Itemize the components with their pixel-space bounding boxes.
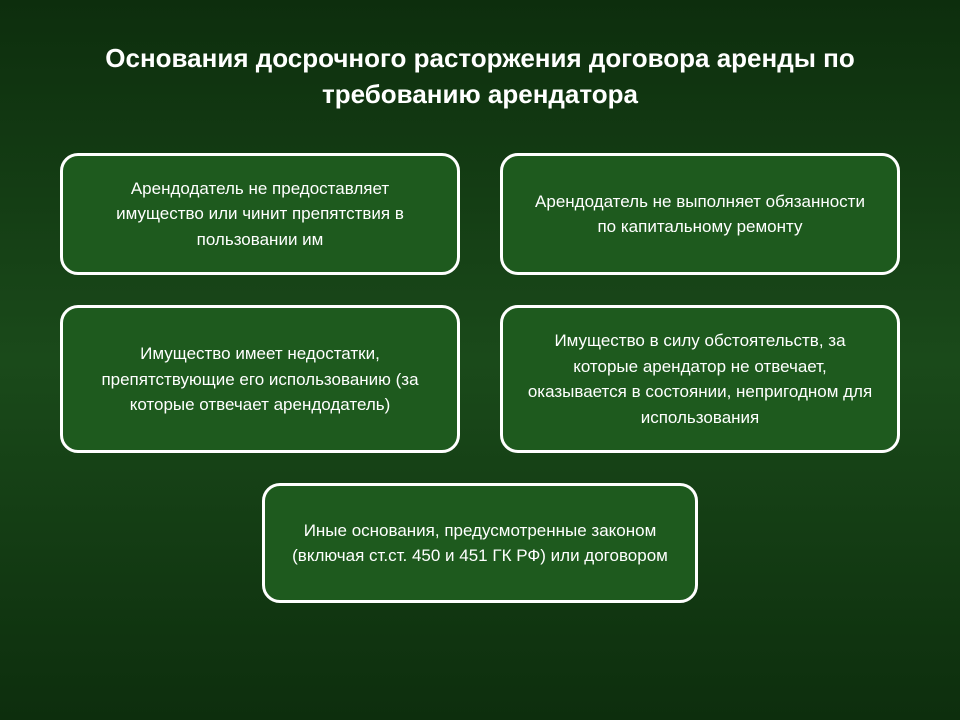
- box-text: Имущество имеет недостатки, препятствующ…: [87, 341, 433, 418]
- slide-container: Основания досрочного расторжения договор…: [0, 0, 960, 720]
- boxes-grid: Арендодатель не предоставляет имущество …: [60, 153, 900, 454]
- box-text: Иные основания, предусмотренные законом …: [289, 518, 672, 569]
- box-mid-left: Имущество имеет недостатки, препятствующ…: [60, 305, 460, 453]
- slide-title: Основания досрочного расторжения договор…: [60, 40, 900, 113]
- box-bottom: Иные основания, предусмотренные законом …: [262, 483, 699, 603]
- bottom-row: Иные основания, предусмотренные законом …: [60, 483, 900, 603]
- box-text: Арендодатель не выполняет обязанности по…: [527, 189, 873, 240]
- box-text: Имущество в силу обстоятельств, за котор…: [527, 328, 873, 430]
- box-top-left: Арендодатель не предоставляет имущество …: [60, 153, 460, 276]
- box-top-right: Арендодатель не выполняет обязанности по…: [500, 153, 900, 276]
- box-text: Арендодатель не предоставляет имущество …: [87, 176, 433, 253]
- box-mid-right: Имущество в силу обстоятельств, за котор…: [500, 305, 900, 453]
